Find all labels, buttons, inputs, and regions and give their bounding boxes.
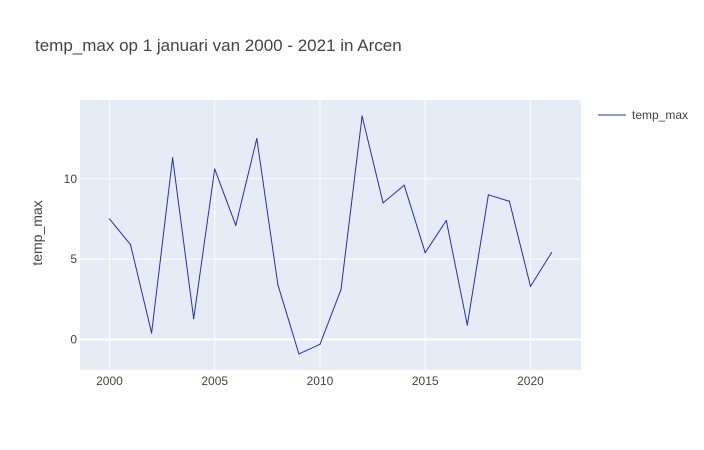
- data-point: [214, 168, 216, 170]
- data-point: [298, 353, 300, 355]
- x-axis-ticks: 2000 2005 2010 2015 2020: [96, 374, 544, 388]
- plot-area: [80, 100, 581, 370]
- data-point: [319, 343, 321, 345]
- data-point: [361, 115, 363, 117]
- data-point: [108, 218, 111, 220]
- x-tick-label: 2000: [96, 374, 123, 388]
- series-layer: [108, 115, 553, 355]
- legend[interactable]: temp_max: [598, 108, 688, 122]
- data-point: [235, 224, 237, 226]
- series-line-temp_max: [109, 115, 552, 355]
- data-point: [403, 184, 405, 186]
- data-point: [172, 157, 174, 159]
- legend-label: temp_max: [632, 108, 688, 122]
- data-point: [340, 289, 342, 291]
- chart-title: temp_max op 1 januari van 2000 - 2021 in…: [35, 36, 402, 55]
- data-point: [424, 252, 426, 254]
- data-point: [550, 252, 553, 254]
- x-tick-label: 2015: [412, 374, 439, 388]
- x-gridlines: [108, 100, 531, 370]
- y-tick-label: 0: [70, 332, 77, 346]
- x-tick-label: 2010: [307, 374, 334, 388]
- x-tick-label: 2020: [517, 374, 544, 388]
- data-point: [529, 285, 532, 288]
- data-point: [256, 137, 258, 140]
- data-point: [150, 332, 153, 334]
- y-tick-label: 10: [64, 172, 78, 186]
- y-gridlines: [80, 178, 581, 341]
- data-point: [277, 284, 279, 286]
- y-axis-ticks: 0 5 10: [64, 172, 78, 347]
- data-point: [193, 317, 195, 320]
- data-point: [508, 200, 511, 202]
- data-point: [129, 244, 132, 246]
- data-point: [466, 324, 468, 326]
- y-axis-title: temp_max: [29, 200, 45, 265]
- x-tick-label: 2005: [201, 374, 228, 388]
- data-point: [487, 194, 489, 196]
- data-point: [382, 202, 384, 204]
- y-tick-label: 5: [70, 252, 77, 266]
- data-point: [445, 219, 447, 222]
